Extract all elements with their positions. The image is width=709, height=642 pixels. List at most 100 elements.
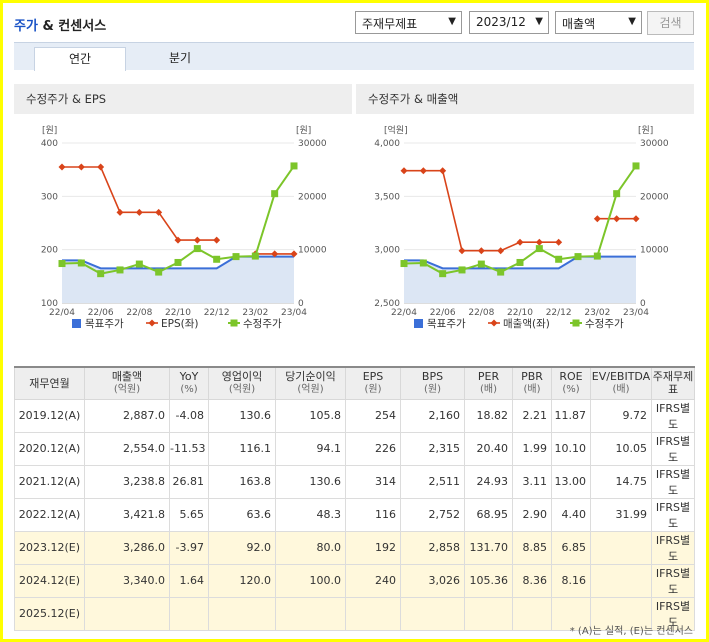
price-point [593, 252, 601, 260]
left-series-point [535, 238, 543, 246]
price-point [574, 253, 582, 261]
table-cell [464, 596, 513, 631]
table-cell: 8.36 [512, 563, 552, 598]
left-tick-label: 300 [41, 192, 58, 202]
table-cell: 163.8 [208, 464, 276, 499]
table-cell: 2025.12(E) [14, 596, 85, 631]
legend-target-swatch [72, 319, 81, 328]
table-cell: -3.97 [169, 530, 209, 565]
left-series-point [516, 238, 524, 246]
table-cell: 105.8 [275, 398, 346, 433]
left-series-point [497, 247, 505, 255]
table-cell: 26.81 [169, 464, 209, 499]
table-cell: 2.21 [512, 398, 552, 433]
left-tick-label: 3,500 [374, 192, 400, 202]
period-select[interactable]: 2023/12 ▼ [469, 11, 549, 34]
price-point [155, 268, 163, 276]
right-tick-label: 10000 [298, 246, 327, 256]
right-tick-label: 0 [640, 299, 646, 309]
left-series-point [632, 215, 640, 223]
left-series-point [439, 167, 447, 175]
target-price-area [62, 256, 294, 303]
tab-quarterly[interactable]: 분기 [168, 51, 192, 65]
table-cell: 100.0 [275, 563, 346, 598]
tab-annual[interactable]: 연간 [34, 47, 126, 71]
table-cell: 11.87 [551, 398, 591, 433]
table-cell: 2023.12(E) [14, 530, 85, 565]
table-cell: 2,554.0 [84, 431, 170, 466]
left-tick-label: 4,000 [374, 139, 400, 149]
table-cell: 9.72 [590, 398, 652, 433]
table-cell: 10.10 [551, 431, 591, 466]
x-tick-label: 22/12 [546, 308, 572, 318]
table-cell [512, 596, 552, 631]
column-header: YoY (%) [169, 366, 209, 400]
table-cell: IFRS별도 [651, 530, 695, 565]
price-point [419, 259, 427, 267]
table-row: 2024.12(E) 3,340.0 1.64 120.0 100.0 240 3,026 1… [14, 563, 695, 598]
price-point [271, 190, 279, 198]
table-cell: 14.75 [590, 464, 652, 499]
table-cell: 18.82 [464, 398, 513, 433]
price-point [477, 260, 485, 268]
column-header: EPS (원) [345, 366, 401, 400]
legend-label: 수정주가 [243, 318, 282, 330]
legend-left-marker [490, 319, 498, 327]
table-cell: 31.99 [590, 497, 652, 532]
column-header: 재무연월 [14, 366, 85, 400]
left-series-point [613, 215, 621, 223]
left-series-point [155, 208, 163, 216]
left-tick-label: 100 [41, 299, 58, 309]
column-header: 매출액 (억원) [84, 366, 170, 400]
table-cell: 3,340.0 [84, 563, 170, 598]
left-series-point [593, 215, 601, 223]
table-cell: 2022.12(A) [14, 497, 85, 532]
table-cell: IFRS별도 [651, 431, 695, 466]
table-cell: -4.08 [169, 398, 209, 433]
price-point [135, 260, 143, 268]
table-cell [84, 596, 170, 631]
legend-label: EPS(좌) [161, 318, 198, 330]
price-point [632, 162, 640, 170]
table-cell: 2,315 [400, 431, 465, 466]
table-row: 2021.12(A) 3,238.8 26.81 163.8 130.6 314 2,511… [14, 464, 695, 499]
left-series-point [477, 247, 485, 255]
left-series-point [58, 163, 66, 171]
standard-select[interactable]: 주재무제표 ▼ [355, 11, 462, 34]
x-tick-label: 22/08 [126, 308, 152, 318]
left-series-point [116, 208, 124, 216]
table-cell: 120.0 [208, 563, 276, 598]
table-cell: 8.85 [512, 530, 552, 565]
column-header: PBR (배) [512, 366, 552, 400]
table-cell: 13.00 [551, 464, 591, 499]
table-cell: IFRS별도 [651, 398, 695, 433]
left-tick-label: 2,500 [374, 299, 400, 309]
table-row: 2020.12(A) 2,554.0 -11.53 116.1 94.1 226 2,315… [14, 431, 695, 466]
price-point [535, 245, 543, 253]
chart-eps: [원] [원] 400 300 200 100 30000 20000 10000 0 22/04 2… [41, 125, 327, 330]
price-point [439, 270, 447, 278]
table-cell: 240 [345, 563, 401, 598]
price-point [516, 258, 524, 266]
x-tick-label: 23/04 [623, 308, 649, 318]
table-cell: 3,421.8 [84, 497, 170, 532]
column-header: 주재무제표 [651, 366, 695, 400]
price-point [116, 266, 124, 274]
left-tick-label: 400 [41, 139, 58, 149]
table-cell [400, 596, 465, 631]
table-cell: IFRS별도 [651, 497, 695, 532]
table-cell: 1.64 [169, 563, 209, 598]
left-series-point [135, 208, 143, 216]
legend-label: 목표주가 [85, 318, 124, 330]
price-point [77, 259, 85, 267]
x-tick-label: 22/04 [391, 308, 417, 318]
table-cell: 2,752 [400, 497, 465, 532]
search-button[interactable]: 검색 [647, 11, 694, 35]
table-cell: 92.0 [208, 530, 276, 565]
table-cell: 5.65 [169, 497, 209, 532]
table-cell: 2,511 [400, 464, 465, 499]
table-cell: 131.70 [464, 530, 513, 565]
legend-label: 목표주가 [427, 318, 466, 330]
x-tick-label: 22/12 [204, 308, 230, 318]
metric-select[interactable]: 매출액 ▼ [555, 11, 642, 34]
